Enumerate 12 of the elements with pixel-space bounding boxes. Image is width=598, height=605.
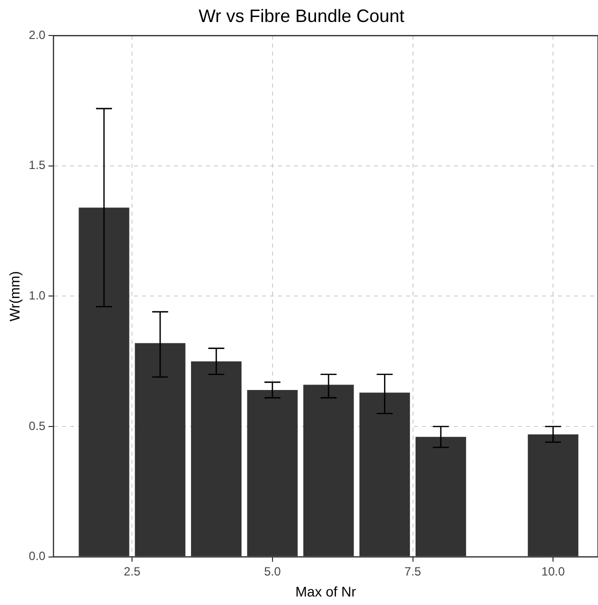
x-tick-label: 10.0 — [541, 564, 566, 578]
y-tick-label: 2.0 — [28, 28, 46, 42]
y-tick-label: 0.5 — [28, 418, 46, 433]
x-tick-label: 2.5 — [124, 564, 141, 578]
x-tick-label: 5.0 — [264, 564, 282, 578]
y-tick-label: 0.0 — [28, 549, 46, 564]
y-tick-label: 1.5 — [28, 158, 46, 172]
chart-title: Wr vs Fibre Bundle Count — [198, 6, 404, 26]
x-axis-title: Max of Nr — [295, 583, 356, 600]
y-axis-title: Wr(mm) — [6, 271, 22, 322]
x-tick-label: 7.5 — [404, 564, 422, 578]
y-tick-label: 1.0 — [28, 288, 46, 303]
